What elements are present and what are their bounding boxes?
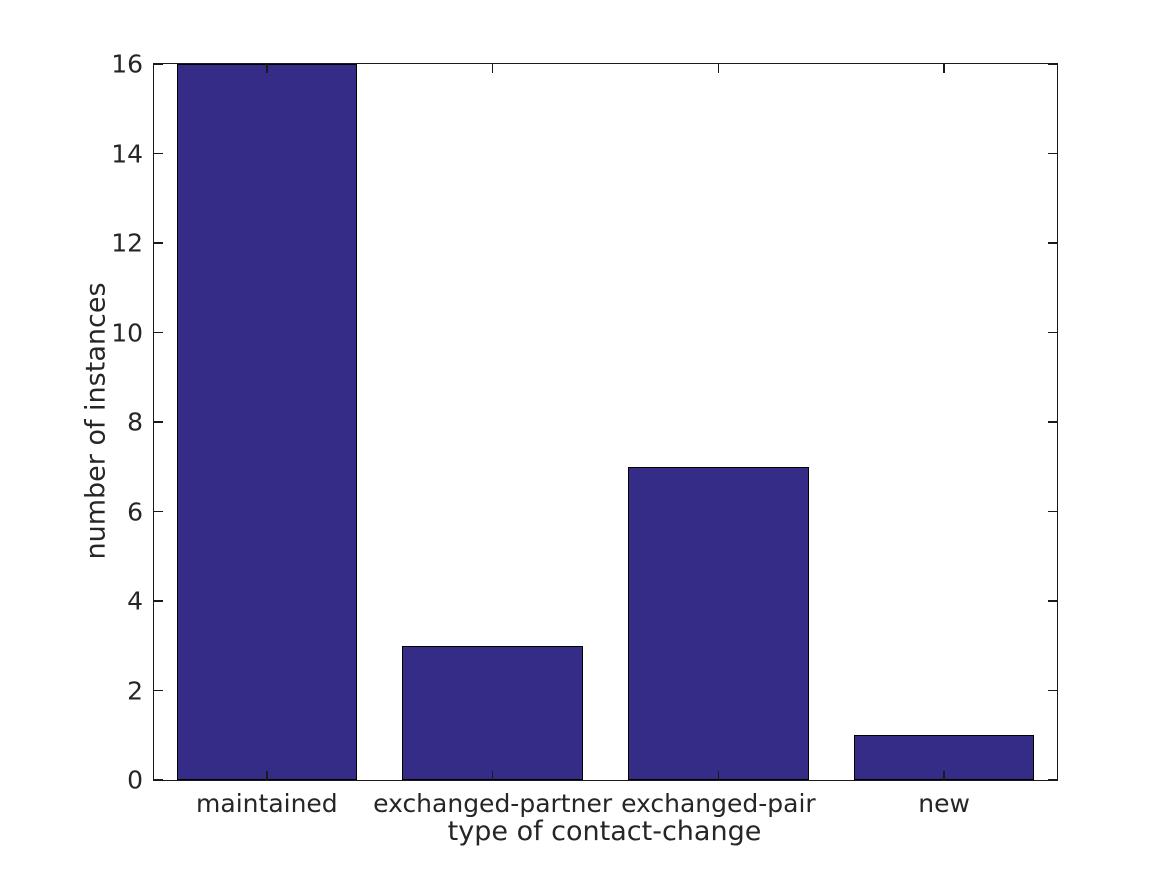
y-tick [154,152,163,155]
x-tick [266,771,268,780]
y-tick [1048,331,1057,334]
y-tick-label: 10 [111,318,143,347]
y-tick [1048,63,1057,65]
x-tick-label-exchanged-pair: exchanged-pair [621,789,816,818]
y-tick [1048,152,1057,155]
y-tick-label: 4 [127,586,143,616]
x-tick-label-exchanged-partner: exchanged-partner [373,789,613,818]
y-tick [154,600,163,602]
plot-area: 0 2 4 6 8 10 12 14 16 maintained exchanged-partner… [111,52,1058,816]
y-axis-label: number of instances [80,282,112,560]
x-tick [943,64,945,73]
bar-maintained [176,64,358,780]
y-tick [154,421,163,423]
y-tick-label: 14 [111,139,143,168]
y-tick [1048,600,1057,602]
y-tick-label: 16 [111,49,143,79]
x-tick [717,771,720,780]
x-tick-label-new: new [918,789,970,818]
y-tick [1048,779,1057,781]
y-tick-label: 6 [127,497,143,526]
y-tick [1048,689,1057,692]
y-tick [154,689,163,692]
y-tick-label: 12 [111,228,143,258]
y-tick [1048,242,1057,244]
x-tick [943,771,945,780]
y-tick [154,331,163,334]
y-tick-label: 0 [127,765,143,795]
x-tick-label-maintained: maintained [196,789,338,818]
y-tick-label: 2 [127,676,143,705]
y-tick [154,63,163,65]
y-tick [154,510,163,513]
bar-exchanged-pair [628,466,809,780]
y-tick-label: 8 [127,407,143,437]
x-tick [717,64,720,73]
x-tick [491,771,494,780]
x-tick [491,64,494,73]
y-tick [1048,421,1057,423]
y-tick [154,242,163,244]
x-axis-label: type of contact-change [447,816,762,847]
y-tick [1048,510,1057,513]
y-tick [154,779,163,781]
bar-exchanged-partner [402,645,583,780]
x-tick [266,64,268,73]
